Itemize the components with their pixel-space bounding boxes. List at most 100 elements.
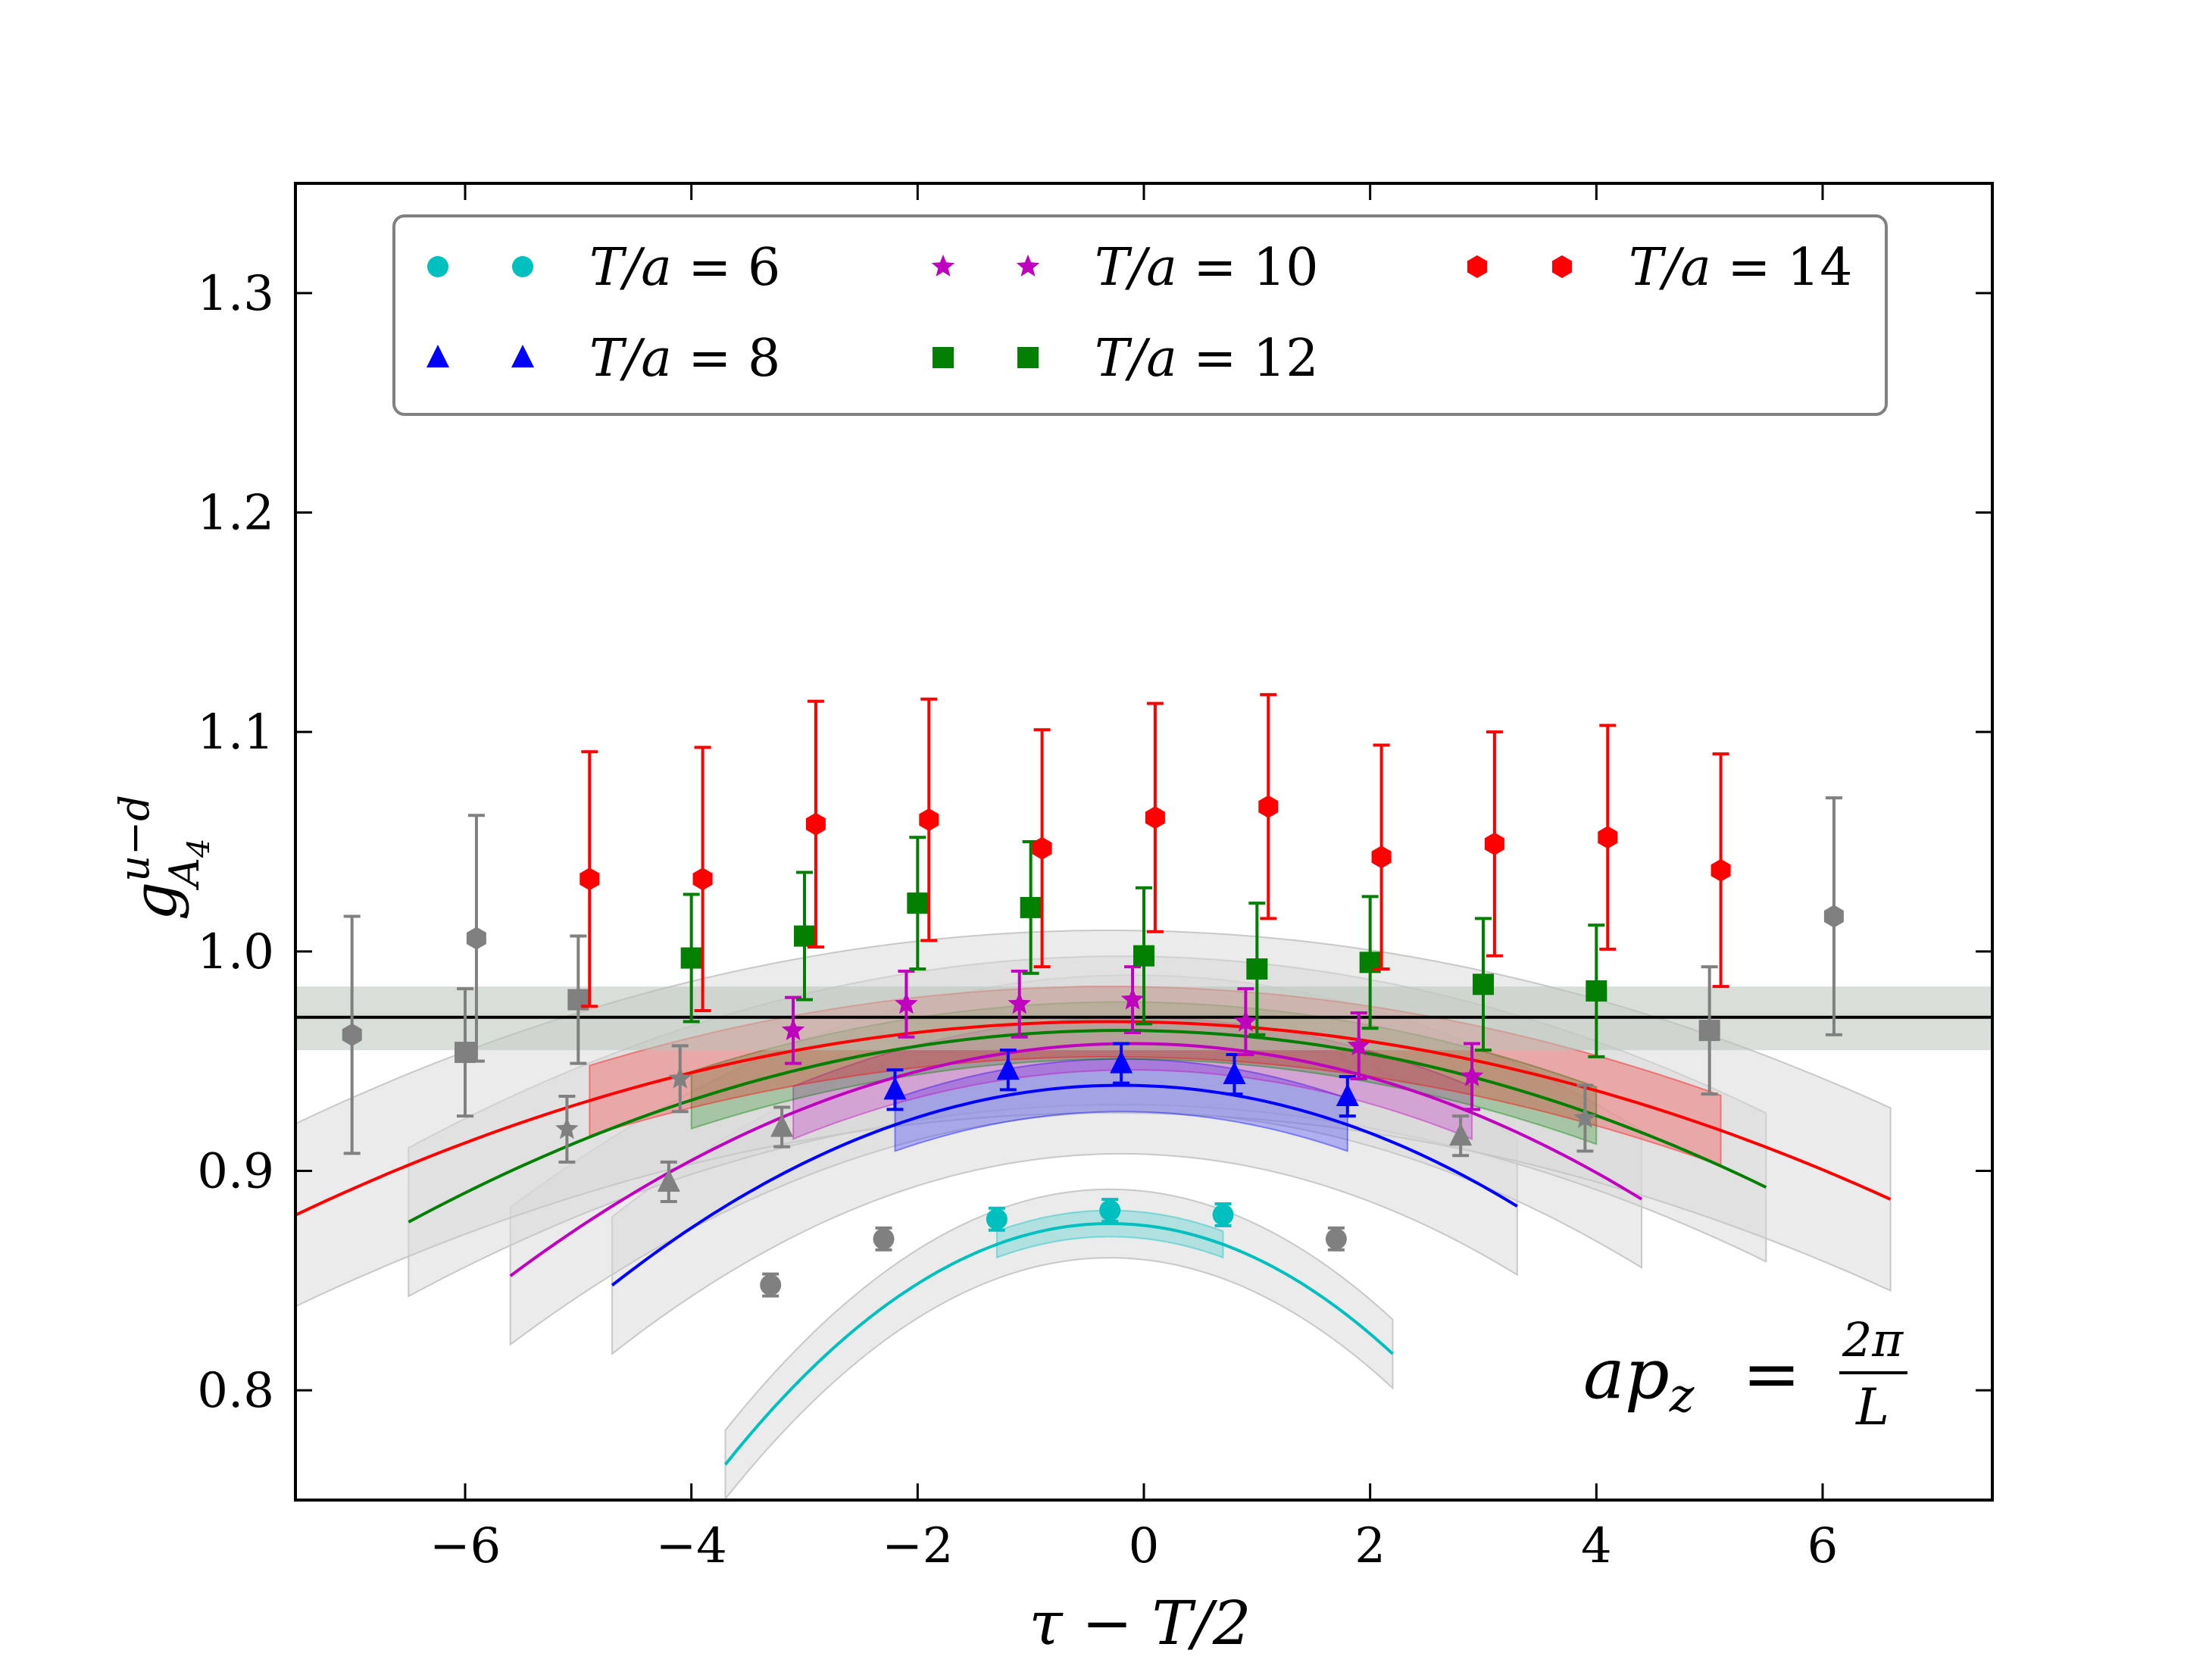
axis-ticks: −6 −4 −2 0 2 4 6 0.8 0.9 1.0 1.1 1.2 1.3 [197,183,1992,1574]
data-point-2-3 [895,992,918,1014]
legend-entry-0: T/a = 6 [427,238,780,298]
data-point-1-1 [770,1114,794,1137]
data-point-3-6 [1133,945,1154,967]
data-points [342,692,1844,1298]
data-point-0-0 [760,1274,782,1296]
legend-marker [512,256,533,277]
data-point-2-8 [1460,1064,1484,1086]
data-point-1-4 [1110,1050,1133,1074]
data-point-2-9 [1573,1106,1597,1128]
data-point-2-7 [1347,1033,1370,1056]
svg-text:apz: apz [1583,1333,1695,1423]
fit-curve-1 [611,1083,1518,1287]
data-point-4-13 [1823,905,1844,928]
data-point-4-0 [342,1023,362,1046]
annotation-lhs-sub: z [1669,1367,1695,1423]
data-point-2-0 [555,1117,579,1139]
svg-text:A4: A4 [161,839,217,891]
legend-marker [511,345,534,367]
data-point-2-5 [1120,987,1145,1010]
x-tick-label: 4 [1581,1518,1612,1574]
data-point-4-6 [1032,836,1052,860]
y-tick-label: 1.2 [197,486,274,542]
legend-marker [1016,255,1040,277]
annotation-lhs: ap [1583,1333,1670,1414]
legend-label: T/a = 10 [1095,238,1319,298]
fit-curve-2 [509,1042,1643,1277]
legend-label: T/a = 14 [1629,238,1853,298]
fit-band-0 [995,1209,1224,1259]
legend-label: T/a = 6 [589,238,780,298]
x-tick-label: −2 [882,1518,953,1574]
legend-entry-3: T/a = 12 [933,329,1319,389]
data-point-1-3 [996,1057,1020,1080]
legend-marker [1467,255,1487,278]
data-point-3-10 [1586,980,1607,1002]
annotation-eq: = [1742,1333,1801,1414]
data-point-4-5 [919,808,939,831]
legend: T/a = 6 T/a = 8 T/a = 10 T/a = 12 T/a = 14 [392,214,1888,416]
momentum-annotation: apz = 2π L [1583,1312,1907,1436]
data-point-4-1 [466,927,486,950]
legend-marker [1017,347,1039,368]
legend-entry-2: T/a = 10 [931,238,1319,298]
legend-box [392,214,1888,416]
y-axis-label: gu−d A4 [111,795,217,920]
legend-entry-1: T/a = 8 [426,329,780,389]
data-point-4-4 [805,812,826,836]
data-point-0-5 [1325,1228,1347,1250]
legend-entry-4: T/a = 14 [1467,238,1853,298]
x-tick-label: 0 [1129,1518,1160,1574]
data-point-4-11 [1598,826,1618,849]
x-tick-label: −6 [430,1518,501,1574]
data-point-0-3 [1099,1199,1121,1221]
data-point-3-5 [1020,896,1042,918]
legend-marker [427,256,448,277]
data-point-2-2 [781,1018,805,1041]
data-point-0-1 [873,1228,895,1250]
data-point-2-4 [1008,992,1031,1014]
y-tick-label: 0.8 [197,1363,274,1419]
data-point-1-6 [1336,1083,1359,1107]
data-point-3-3 [794,925,815,947]
x-tick-label: −4 [655,1518,726,1574]
data-point-4-9 [1371,845,1392,869]
legend-marker [933,347,954,368]
data-point-3-7 [1246,958,1268,980]
fit-curve-0 [723,1221,1394,1466]
x-tick-label: 6 [1807,1518,1839,1574]
extrapolated-band-0 [724,1188,1394,1500]
y-tick-label: 1.3 [197,266,274,322]
legend-marker [426,345,449,367]
y-tick-label: 1.1 [197,705,274,761]
fit-curves [295,1020,1892,1466]
data-point-4-10 [1484,832,1504,855]
fit-curve-4 [295,1020,1892,1217]
x-tick-label: 2 [1354,1518,1386,1574]
x-axis-label: τ − T/2 [1029,1588,1251,1658]
legend-marker [1552,255,1572,278]
data-point-4-8 [1258,795,1279,818]
svg-text:gu−d: gu−d [111,795,190,920]
fit-curve-3 [408,1029,1767,1224]
y-tick-label: 0.9 [197,1144,274,1200]
data-point-4-7 [1145,806,1165,830]
data-point-3-4 [907,892,929,914]
legend-marker [931,255,955,277]
data-point-3-9 [1473,974,1494,995]
data-point-1-2 [883,1077,907,1100]
y-label-sup: u−d [111,795,158,882]
annotation-den: L [1855,1378,1889,1436]
data-point-1-0 [657,1168,680,1192]
data-point-3-0 [455,1042,476,1064]
data-point-0-2 [986,1208,1008,1230]
data-point-4-3 [692,867,713,891]
annotation-num: 2π [1842,1312,1904,1367]
data-point-3-2 [680,947,702,969]
data-point-0-4 [1212,1204,1234,1226]
data-point-2-1 [668,1066,692,1089]
y-tick-label: 1.0 [197,924,274,980]
data-point-4-2 [580,867,600,891]
data-point-1-5 [1223,1061,1246,1085]
